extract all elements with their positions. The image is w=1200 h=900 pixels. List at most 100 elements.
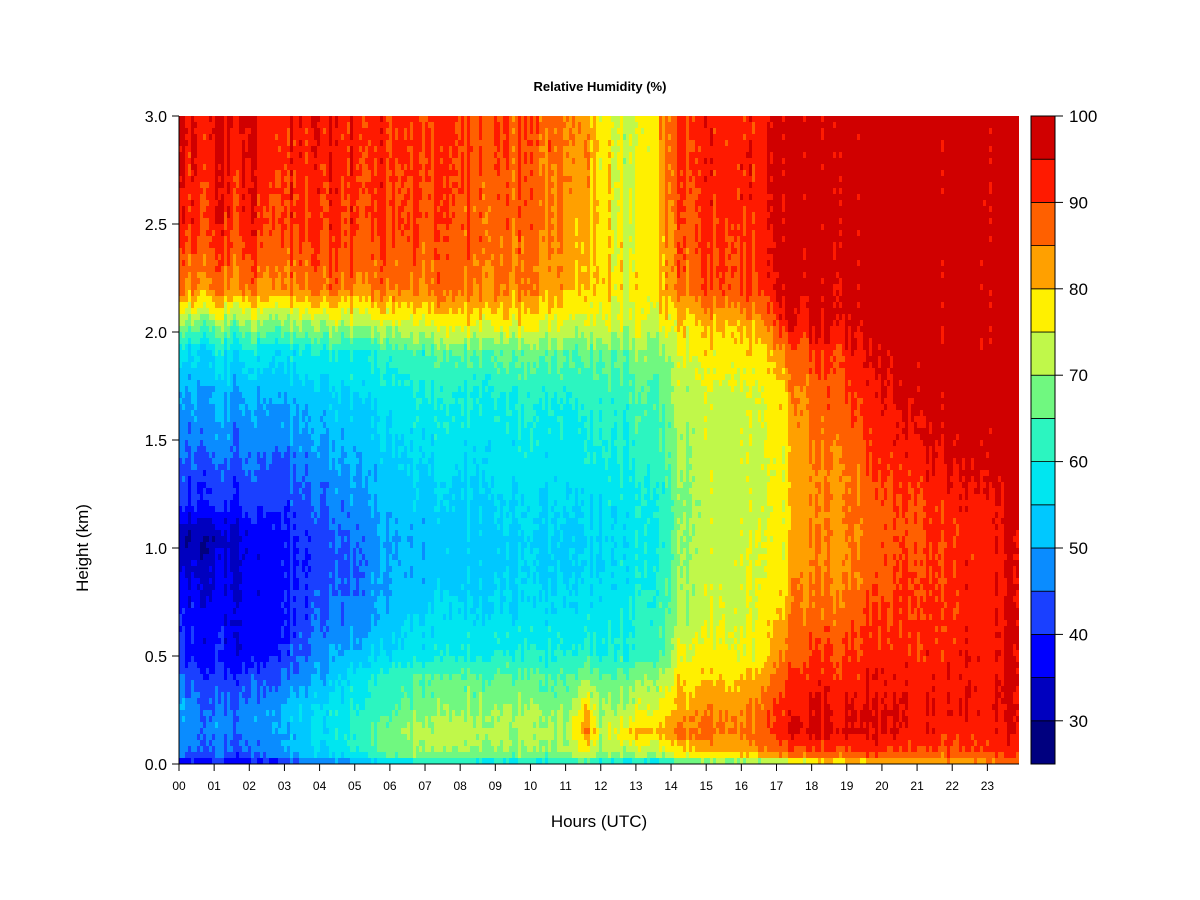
heatmap-cell [179, 656, 183, 663]
heatmap-cell [182, 260, 186, 267]
heatmap-cell [206, 206, 210, 213]
heatmap-cell [197, 704, 201, 711]
heatmap-cell [194, 176, 198, 183]
heatmap-cell [218, 194, 222, 201]
heatmap-cell [206, 404, 210, 411]
heatmap-cell [185, 752, 189, 759]
heatmap-cell [218, 494, 222, 501]
heatmap-cell [188, 728, 192, 735]
heatmap-cell [185, 602, 189, 609]
heatmap-cell [215, 272, 219, 279]
heatmap-cell [182, 596, 186, 603]
heatmap-cell [209, 140, 213, 147]
heatmap-cell [206, 326, 210, 333]
heatmap-cell [224, 554, 228, 561]
heatmap-cell [224, 266, 228, 273]
heatmap-cell [227, 620, 231, 627]
heatmap-cell [218, 320, 222, 327]
heatmap-cell [215, 644, 219, 651]
heatmap-cell [221, 524, 225, 531]
heatmap-cell [227, 140, 231, 147]
heatmap-cell [179, 368, 183, 375]
heatmap-cell [179, 506, 183, 513]
heatmap-cell [233, 542, 237, 549]
heatmap-cell [227, 452, 231, 459]
heatmap-cell [194, 242, 198, 249]
heatmap-cell [185, 224, 189, 231]
heatmap-cell [188, 212, 192, 219]
heatmap-cell [191, 416, 195, 423]
heatmap-cell [209, 638, 213, 645]
heatmap-cell [221, 746, 225, 753]
heatmap-cell [233, 722, 237, 729]
heatmap-cell [200, 506, 204, 513]
heatmap-cell [185, 524, 189, 531]
heatmap-cell [191, 674, 195, 681]
heatmap-cell [236, 434, 240, 441]
heatmap-cell [197, 224, 201, 231]
heatmap-cell [179, 392, 183, 399]
heatmap-cell [236, 398, 240, 405]
heatmap-cell [224, 182, 228, 189]
heatmap-cell [185, 350, 189, 357]
heatmap-cell [191, 632, 195, 639]
heatmap-cell [200, 698, 204, 705]
heatmap-cell [221, 734, 225, 741]
heatmap-cell [218, 332, 222, 339]
heatmap-cell [191, 740, 195, 747]
heatmap-cell [233, 746, 237, 753]
heatmap-cell [209, 446, 213, 453]
heatmap-cell [206, 488, 210, 495]
heatmap-cell [197, 446, 201, 453]
heatmap-cell [224, 428, 228, 435]
heatmap-cell [194, 248, 198, 255]
heatmap-cell [227, 518, 231, 525]
heatmap-cell [209, 368, 213, 375]
heatmap-cell [212, 122, 216, 129]
heatmap-cell [230, 374, 234, 381]
heatmap-cell [203, 398, 207, 405]
heatmap-cell [221, 176, 225, 183]
heatmap-cell [218, 452, 222, 459]
heatmap-cell [194, 326, 198, 333]
heatmap-cell [218, 434, 222, 441]
heatmap-cell [227, 530, 231, 537]
heatmap-cell [215, 680, 219, 687]
heatmap-cell [203, 542, 207, 549]
heatmap-cell [221, 416, 225, 423]
heatmap-cell [209, 158, 213, 165]
heatmap-cell [218, 668, 222, 675]
heatmap-cell [188, 194, 192, 201]
heatmap-cell [188, 668, 192, 675]
heatmap-cell [194, 440, 198, 447]
heatmap-cell [194, 680, 198, 687]
heatmap-cell [221, 356, 225, 363]
heatmap-cell [218, 152, 222, 159]
heatmap-cell [188, 536, 192, 543]
heatmap-cell [233, 608, 237, 615]
heatmap-cell [206, 752, 210, 759]
heatmap-cell [200, 602, 204, 609]
heatmap-cell [194, 170, 198, 177]
heatmap-cell [191, 704, 195, 711]
heatmap-cell [188, 470, 192, 477]
heatmap-cell [179, 434, 183, 441]
heatmap-cell [197, 692, 201, 699]
heatmap-cell [185, 644, 189, 651]
heatmap-cell [194, 638, 198, 645]
heatmap-cell [212, 170, 216, 177]
heatmap-cell [194, 752, 198, 759]
heatmap-cell [212, 728, 216, 735]
heatmap-cell [182, 350, 186, 357]
heatmap-cell [203, 248, 207, 255]
heatmap-cell [230, 164, 234, 171]
heatmap-cell [209, 656, 213, 663]
heatmap-cell [218, 200, 222, 207]
heatmap-cell [224, 596, 228, 603]
heatmap-cell [191, 224, 195, 231]
heatmap-cell [236, 314, 240, 321]
heatmap-cell [191, 386, 195, 393]
heatmap-cell [197, 392, 201, 399]
heatmap-cell [206, 338, 210, 345]
heatmap-cell [203, 134, 207, 141]
